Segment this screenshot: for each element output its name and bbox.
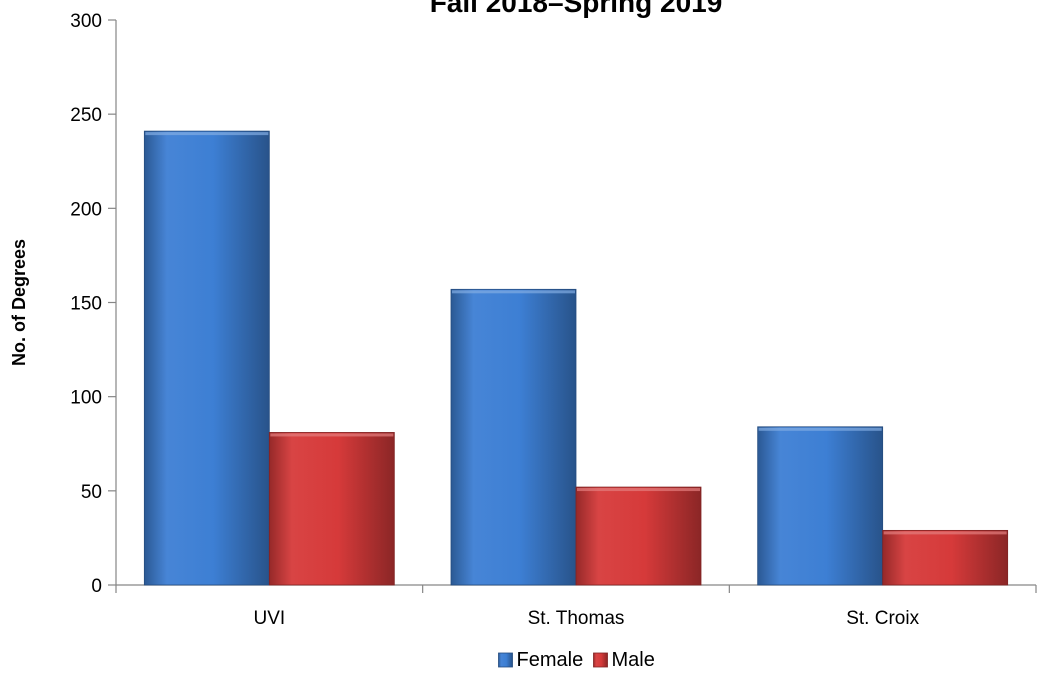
y-tick-label: 100	[70, 388, 102, 409]
bar-male-st-croix	[882, 529, 1009, 586]
bar-top-highlight	[883, 531, 1007, 535]
bar-top-highlight	[452, 290, 575, 294]
y-tick-label: 250	[70, 105, 102, 126]
y-tick-label: 0	[91, 576, 102, 597]
y-tick-label: 300	[70, 11, 102, 32]
legend-label-male: Male	[612, 649, 655, 671]
bar-female-st-thomas	[450, 288, 577, 586]
y-tick-label: 150	[70, 294, 102, 315]
legend-swatch-male	[593, 652, 608, 668]
legend: Female Male	[498, 649, 655, 671]
x-tick-label: St. Thomas	[528, 608, 625, 629]
y-axis-label: No. of Degrees	[9, 239, 29, 366]
y-tick-label: 50	[81, 482, 102, 503]
x-tick-label: St. Croix	[846, 608, 919, 629]
bar-female-st-croix	[757, 426, 884, 586]
x-axis: UVI St. Thomas St. Croix	[115, 584, 1037, 629]
bar-top-highlight	[577, 488, 700, 492]
bar-male-uvi	[268, 432, 395, 586]
bar-top-highlight	[145, 132, 269, 136]
x-tick-label: UVI	[253, 608, 285, 629]
bars-group	[143, 130, 1009, 586]
legend-swatch-female	[498, 652, 513, 668]
bar-male-st-thomas	[575, 486, 702, 586]
y-axis: 0 50 100 150 200 250 300	[70, 11, 117, 597]
bar-female-uvi	[143, 130, 270, 586]
chart-title: Fall 2018–Spring 2019	[430, 0, 723, 18]
bar-top-highlight	[758, 427, 882, 431]
y-tick-label: 200	[70, 199, 102, 220]
legend-label-female: Female	[517, 649, 584, 671]
bar-top-highlight	[270, 433, 394, 437]
